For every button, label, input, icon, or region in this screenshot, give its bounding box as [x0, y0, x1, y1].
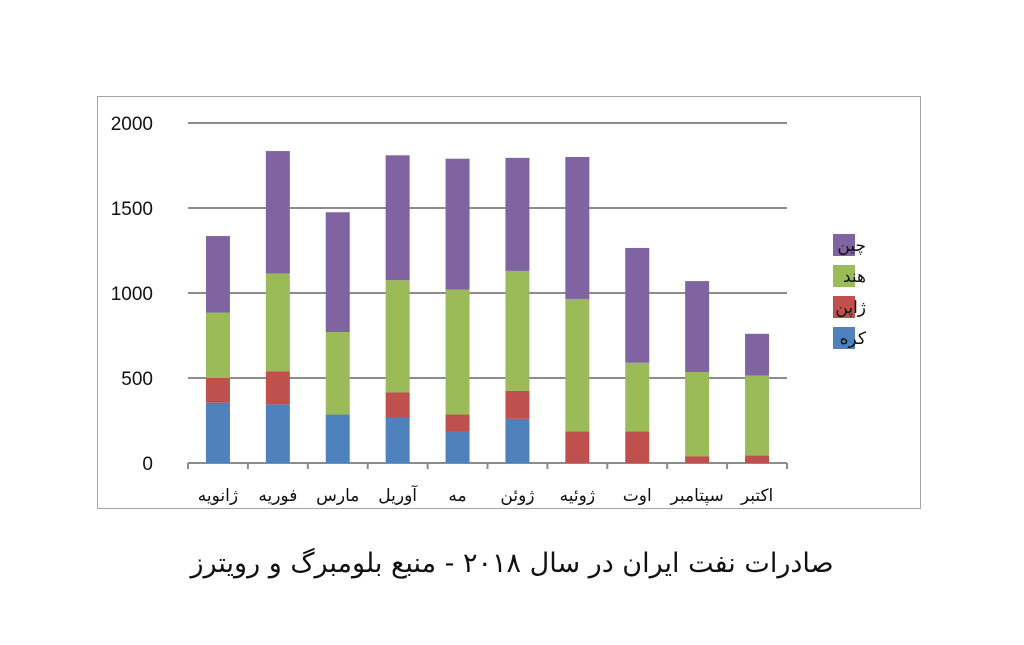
bar-segment — [265, 371, 290, 405]
x-category-label: ژوئن — [500, 486, 534, 506]
bar-segment — [745, 333, 770, 376]
chart-caption: صادرات نفت ایران در سال ۲۰۱۸ - منبع بلوم… — [190, 548, 834, 579]
y-tick-label: 500 — [121, 369, 153, 390]
x-category-label: فوریه — [258, 486, 297, 506]
bar-segment — [745, 455, 770, 463]
bar-segment — [625, 362, 650, 432]
bar-segment — [385, 392, 410, 418]
bar-segment — [565, 298, 590, 432]
bar-segment — [505, 418, 530, 463]
bar-segment — [205, 402, 230, 463]
y-tick-label: 1500 — [111, 199, 153, 220]
bar-segment — [385, 155, 410, 281]
bar-segment — [445, 431, 470, 463]
bar-segment — [505, 157, 530, 271]
bar-segment — [685, 281, 710, 373]
x-category-label: سپتامبر — [669, 486, 723, 506]
legend-label: هند — [843, 267, 866, 287]
bar-segment — [325, 414, 350, 463]
bar-segment — [745, 375, 770, 456]
bar-segment — [625, 247, 650, 363]
bar-segment — [685, 372, 710, 457]
bar-segment — [445, 414, 470, 432]
y-tick-label: 0 — [142, 454, 153, 475]
bar-segment — [385, 417, 410, 463]
x-category-label: آوریل — [378, 484, 418, 506]
bar-segment — [625, 431, 650, 463]
y-tick-label: 2000 — [111, 114, 153, 135]
x-category-label: ژانویه — [198, 486, 238, 506]
legend-label: چین — [837, 236, 866, 256]
legend-swatch — [833, 327, 855, 349]
bar-segment — [205, 236, 230, 313]
bar-segment — [385, 280, 410, 393]
bar-segment — [265, 273, 290, 372]
legend-swatch — [833, 234, 855, 256]
bar-segment — [505, 270, 530, 391]
bar-segment — [325, 212, 350, 333]
x-category-label: مارس — [316, 486, 359, 506]
x-category-label: ژوئیه — [560, 486, 595, 506]
legend-swatch — [833, 265, 855, 287]
bar-segment — [325, 332, 350, 415]
x-category-label: مه — [448, 486, 466, 506]
bar-segment — [265, 151, 290, 274]
bar-segment — [205, 378, 230, 403]
bar-segment — [505, 390, 530, 419]
bar-segment — [205, 312, 230, 378]
y-tick-label: 1000 — [111, 284, 153, 305]
bar-segment — [685, 456, 710, 463]
x-category-label: اوت — [623, 486, 652, 506]
legend-label: کره — [840, 329, 867, 349]
bar-segment — [445, 289, 470, 415]
x-category-label: اکتبر — [740, 486, 773, 506]
bar-segment — [565, 157, 590, 299]
bar-segment — [445, 158, 470, 290]
bar-segment — [565, 431, 590, 463]
chart-frame — [97, 96, 921, 509]
bar-segment — [265, 404, 290, 463]
legend-label: ژاپن — [835, 298, 866, 318]
legend-swatch — [833, 296, 855, 318]
